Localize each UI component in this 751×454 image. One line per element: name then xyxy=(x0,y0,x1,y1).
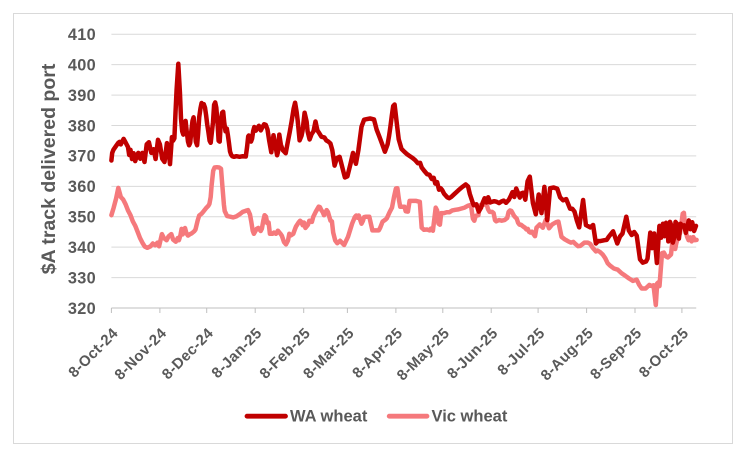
svg-text:330: 330 xyxy=(68,269,96,287)
svg-text:320: 320 xyxy=(68,300,96,318)
svg-text:WA wheat: WA wheat xyxy=(290,408,368,426)
svg-text:380: 380 xyxy=(68,117,96,135)
svg-text:390: 390 xyxy=(68,87,96,105)
svg-text:360: 360 xyxy=(68,178,96,196)
svg-text:410: 410 xyxy=(68,26,96,44)
svg-text:400: 400 xyxy=(68,56,96,74)
svg-text:340: 340 xyxy=(68,239,96,257)
svg-text:$A track delivered port: $A track delivered port xyxy=(38,63,60,274)
svg-text:Vic wheat: Vic wheat xyxy=(432,408,508,426)
svg-text:370: 370 xyxy=(68,148,96,166)
svg-text:350: 350 xyxy=(68,209,96,227)
